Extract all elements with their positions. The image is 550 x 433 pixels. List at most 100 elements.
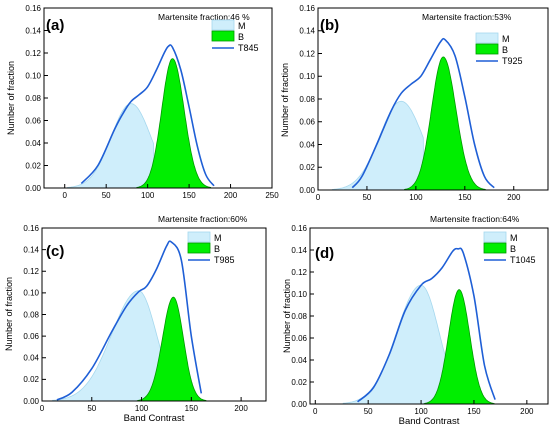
- legend-label-T845: T845: [238, 43, 259, 53]
- y-tick-label: 0.08: [23, 310, 39, 319]
- series-line-T985: [56, 240, 203, 401]
- x-axis-label: Band Contrast: [399, 416, 460, 427]
- x-tick-label: 150: [185, 404, 199, 413]
- series-area-B: [404, 56, 486, 191]
- y-tick-label: 0.12: [23, 267, 39, 276]
- series-area-M: [66, 103, 155, 189]
- x-tick-label: 100: [141, 191, 155, 200]
- series-line-T845: [80, 44, 215, 187]
- y-tick-label: 0.16: [291, 224, 307, 233]
- x-tick-label: 50: [362, 193, 371, 202]
- y-axis-label: Number of fraction: [6, 61, 16, 135]
- x-tick-label: 100: [409, 193, 423, 202]
- legend-label-T925: T925: [502, 56, 523, 66]
- legend-label-T985: T985: [214, 255, 235, 265]
- legend-label-B: B: [502, 45, 508, 55]
- legend-label-M: M: [510, 233, 518, 243]
- y-axis-label: Number of fraction: [282, 279, 292, 353]
- legend-swatch-M: [187, 231, 211, 243]
- y-tick-label: 0.10: [23, 289, 39, 298]
- y-tick-label: 0.10: [299, 72, 315, 81]
- y-tick-label: 0.16: [299, 4, 315, 13]
- legend-label-M: M: [502, 34, 510, 44]
- x-tick-label: 50: [102, 191, 111, 200]
- x-tick-label: 0: [316, 193, 321, 202]
- y-tick-label: 0.10: [291, 290, 307, 299]
- y-tick-label: 0.04: [25, 139, 41, 148]
- y-tick-label: 0.00: [291, 400, 307, 409]
- legend-label-M: M: [214, 233, 222, 243]
- x-tick-label: 100: [414, 407, 428, 416]
- y-tick-label: 0.10: [25, 71, 41, 80]
- y-tick-label: 0.06: [25, 116, 41, 125]
- x-tick-label: 50: [87, 404, 96, 413]
- y-tick-label: 0.02: [23, 375, 39, 384]
- series-area-B: [136, 58, 212, 189]
- x-tick-label: 200: [507, 193, 521, 202]
- series-line-T1045: [357, 247, 496, 403]
- y-tick-label: 0.08: [299, 95, 315, 104]
- y-tick-label: 0.02: [299, 163, 315, 172]
- series-area-B: [136, 296, 207, 402]
- legend-swatch-B: [211, 30, 235, 42]
- legend-swatch-M: [483, 231, 507, 243]
- martensite-fraction-annotation: Martensite fraction:53%: [422, 12, 512, 22]
- legend-swatch-B: [475, 43, 499, 55]
- chart-panel-3: 0.00 0.02 0.04 0.06 0.08 0.10 0.12 0.14 0.16 0 50 1…: [4, 214, 267, 424]
- y-axis-label: Number of fraction: [280, 63, 290, 137]
- x-tick-label: 0: [313, 407, 318, 416]
- x-axis-label: Band Contrast: [124, 413, 185, 424]
- x-tick-label: 100: [135, 404, 149, 413]
- panel-label: (a): [46, 17, 64, 34]
- x-tick-label: 0: [63, 191, 68, 200]
- x-tick-label: 150: [467, 407, 481, 416]
- y-tick-label: 0.08: [25, 94, 41, 103]
- y-tick-label: 0.06: [291, 334, 307, 343]
- y-tick-label: 0.02: [291, 378, 307, 387]
- series-area-M: [331, 100, 425, 191]
- series-area-B: [423, 289, 495, 405]
- y-tick-label: 0.12: [299, 49, 315, 58]
- y-tick-label: 0.16: [25, 4, 41, 13]
- x-tick-label: 200: [520, 407, 534, 416]
- y-tick-label: 0.12: [25, 49, 41, 58]
- legend-label-B: B: [510, 244, 516, 254]
- panel-label: (c): [46, 243, 64, 260]
- y-tick-label: 0.08: [291, 312, 307, 321]
- legend-swatch-M: [475, 32, 499, 44]
- x-tick-label: 50: [364, 407, 373, 416]
- legend-label-M: M: [238, 21, 246, 31]
- series-line-T925: [351, 37, 495, 189]
- y-tick-label: 0.00: [23, 397, 39, 406]
- y-tick-label: 0.12: [291, 268, 307, 277]
- y-tick-label: 0.16: [23, 224, 39, 233]
- x-tick-label: 0: [40, 404, 45, 413]
- y-tick-label: 0.02: [25, 161, 41, 170]
- y-tick-label: 0.14: [299, 27, 315, 36]
- y-tick-label: 0.14: [23, 245, 39, 254]
- y-tick-label: 0.00: [25, 184, 41, 193]
- legend-swatch-B: [187, 242, 211, 254]
- legend-label-T1045: T1045: [510, 255, 536, 265]
- martensite-fraction-annotation: Martensite fraction:46 %: [158, 12, 250, 22]
- y-tick-label: 0.14: [25, 26, 41, 35]
- y-tick-label: 0.14: [291, 246, 307, 255]
- legend-swatch-B: [483, 242, 507, 254]
- legend-label-B: B: [214, 244, 220, 254]
- y-tick-label: 0.04: [291, 356, 307, 365]
- y-tick-label: 0.06: [299, 118, 315, 127]
- panel-label: (b): [320, 17, 339, 34]
- x-tick-label: 200: [234, 404, 248, 413]
- y-tick-label: 0.04: [23, 354, 39, 363]
- martensite-fraction-annotation: Martensite fraction:64%: [430, 214, 520, 224]
- chart-panel-1: 0.00 0.02 0.04 0.06 0.08 0.10 0.12 0.14 0.16 0 50 1…: [6, 4, 279, 200]
- martensite-fraction-annotation: Martensite fraction:60%: [158, 214, 248, 224]
- y-axis-label: Number of fraction: [4, 277, 14, 351]
- chart-panel-4: 0.00 0.02 0.04 0.06 0.08 0.10 0.12 0.14 0.16 0 50 1…: [282, 214, 549, 427]
- y-tick-label: 0.00: [299, 186, 315, 195]
- y-tick-label: 0.06: [23, 332, 39, 341]
